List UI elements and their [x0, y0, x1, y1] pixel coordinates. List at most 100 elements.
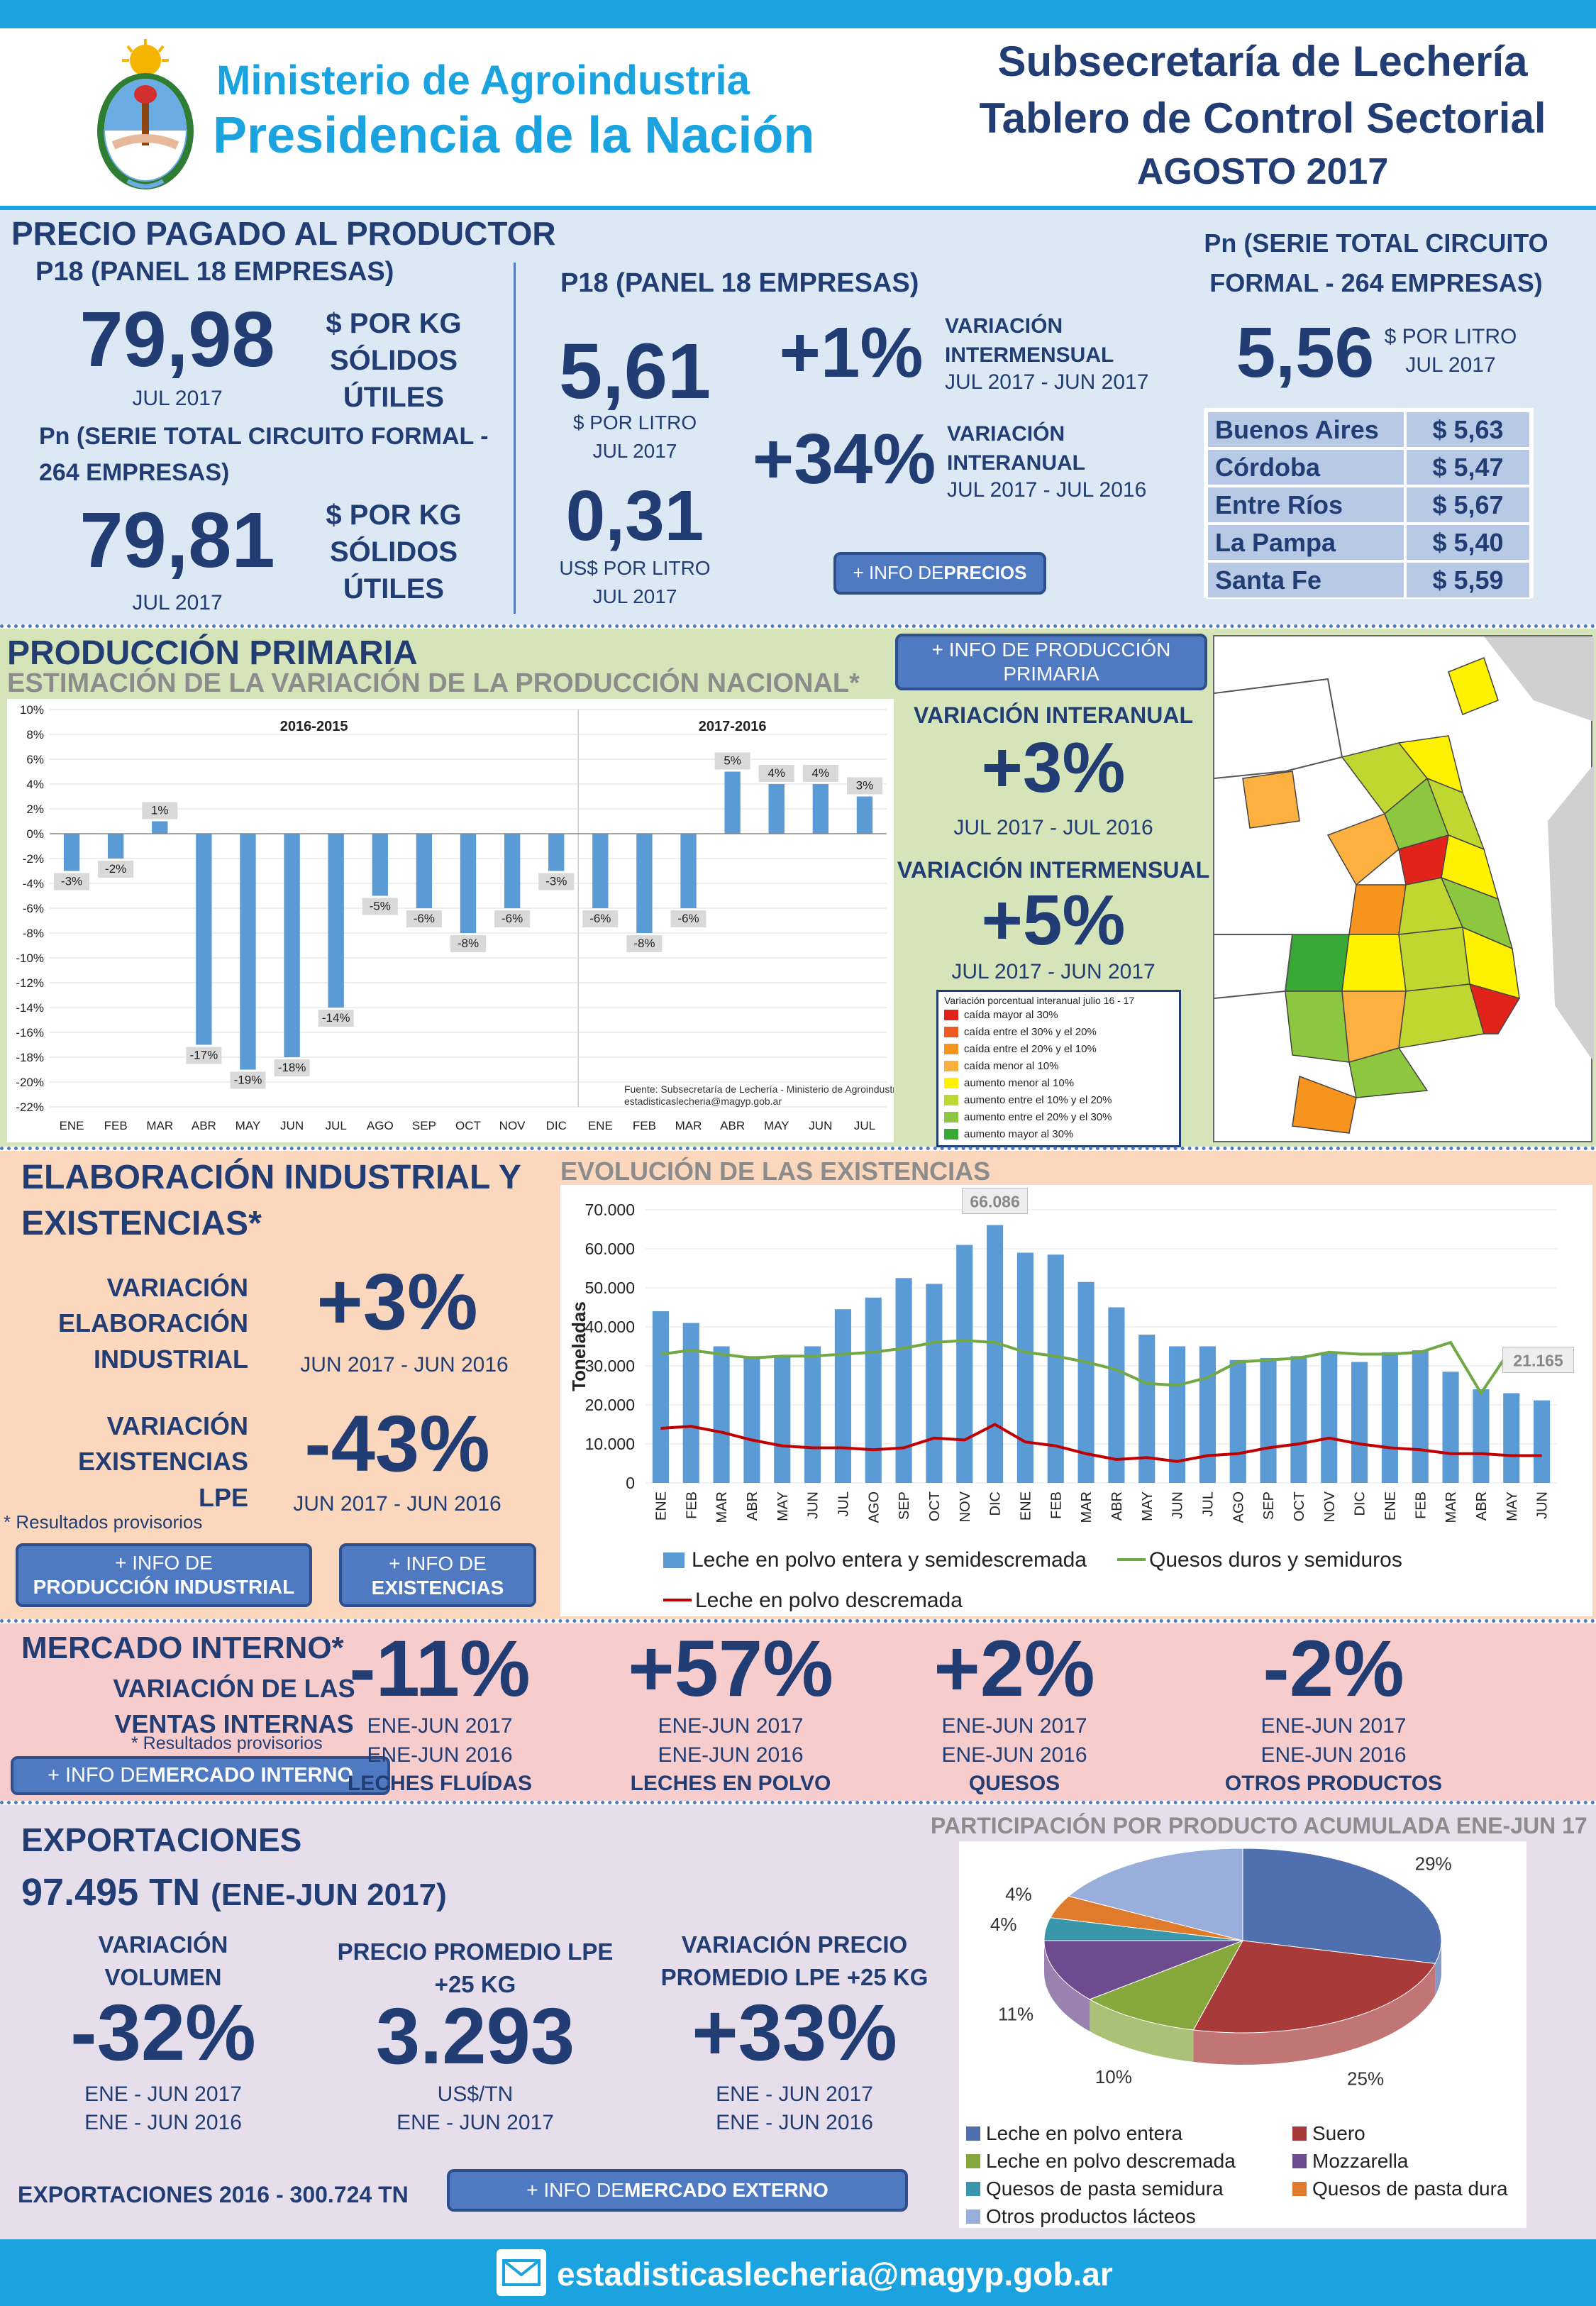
pie-title: PARTICIPACIÓN POR PRODUCTO ACUMULADA ENE…: [931, 1813, 1587, 1838]
legend-swatch: [1292, 2126, 1307, 2141]
bar: [107, 834, 124, 859]
province-price: $ 5,47: [1405, 448, 1531, 486]
intermensual-label: VARIACIÓN INTERMENSUAL: [897, 857, 1210, 883]
legend-label: aumento menor al 10%: [964, 1076, 1075, 1089]
info-mercado-externo-button[interactable]: + INFO DE MERCADO EXTERNO: [447, 2169, 908, 2212]
usd-value: 0,31: [565, 476, 704, 556]
legend-label: Quesos de pasta semidura: [986, 2178, 1224, 2200]
bar: [724, 771, 741, 834]
legend-swatch: [966, 2182, 980, 2196]
vol-period-2: ENE - JUN 2016: [84, 2111, 242, 2134]
x-tick-label: JUL: [836, 1491, 851, 1517]
y-tick-label: -4%: [23, 877, 44, 890]
bar: [1077, 1281, 1095, 1483]
province-price: $ 5,63: [1405, 411, 1531, 448]
legend-label: Leche en polvo descremada: [986, 2150, 1236, 2172]
series-line: [660, 1339, 1542, 1396]
bar: [926, 1284, 943, 1483]
y-tick-label: 6%: [26, 753, 44, 766]
x-tick-label: ENE: [1018, 1491, 1033, 1521]
mercado-item: +2% ENE-JUN 2017 ENE-JUN 2016 QUESOS: [887, 1625, 1142, 1799]
legend-swatch: [944, 1128, 958, 1140]
pie-data-label: 10%: [1095, 2066, 1132, 2087]
bar: [652, 1311, 669, 1483]
interanual-label: VARIACIÓN INTERANUAL: [913, 702, 1194, 728]
right-date: JUL 2017: [1405, 353, 1496, 377]
province-name: La Pampa: [1207, 524, 1405, 561]
legend-swatch: [944, 1026, 958, 1037]
group-label: 2016-2015: [280, 719, 348, 734]
mercado-period-1: ENE-JUN 2017: [658, 1714, 804, 1738]
data-label: -6%: [589, 912, 611, 925]
province-row: Buenos Aires $ 5,63: [1207, 411, 1531, 448]
mercado-product: LECHES EN POLVO: [630, 1772, 831, 1796]
mercado-item: -11% ENE-JUN 2017 ENE-JUN 2016 LECHES FLUÍD…: [312, 1625, 567, 1799]
legend-swatch: [1292, 2154, 1307, 2168]
bar: [372, 834, 388, 896]
pie-chart: 29% 25% 10% 11% 4% 4% 17% Leche en polvo entera…: [959, 1822, 1526, 2228]
info-produccion-primaria-button[interactable]: + INFO DE PRODUCCIÓN PRIMARIA: [895, 634, 1207, 690]
x-tick-label: JUN: [1170, 1491, 1186, 1519]
data-label-bg: [406, 910, 442, 927]
y-tick-label: -12%: [16, 976, 44, 990]
x-tick-label: ABR: [720, 1119, 745, 1132]
bar: [592, 834, 609, 908]
x-tick-label: ABR: [1474, 1491, 1490, 1521]
annotation-last: 21.165: [1513, 1352, 1563, 1370]
source-note: Fuente: Subsecretaría de Lechería - Mini…: [624, 1083, 894, 1095]
data-label-bg: [98, 861, 134, 878]
x-tick-label: MAR: [146, 1119, 173, 1132]
province-row: La Pampa $ 5,40: [1207, 524, 1531, 561]
x-tick-label: JUN: [809, 1119, 832, 1132]
legend-swatch: [663, 1552, 685, 1568]
info-produccion-industrial-button[interactable]: + INFO DE PRODUCCIÓN INDUSTRIAL: [16, 1543, 312, 1607]
bar: [682, 1323, 699, 1483]
bar: [1108, 1307, 1125, 1483]
info-precios-button[interactable]: + INFO DE PRECIOS: [833, 552, 1046, 595]
y-tick-label: -14%: [16, 1001, 44, 1015]
export-total: 97.495 TN (ENE-JUN 2017): [21, 1870, 447, 1914]
footer-email[interactable]: estadisticaslecheria@magyp.gob.ar: [557, 2256, 1113, 2293]
x-tick-label: NOV: [1322, 1491, 1338, 1522]
pie-data-label: 11%: [998, 2003, 1033, 2024]
btn-prefix: + INFO DE: [526, 2179, 624, 2202]
province-price-table: Buenos Aires $ 5,63 Córdoba $ 5,47 Entre Río…: [1204, 408, 1534, 599]
bar: [196, 834, 212, 1045]
produccion-subtitle: ESTIMACIÓN DE LA VARIACIÓN DE LA PRODUCC…: [7, 668, 860, 698]
province-name: Córdoba: [1207, 448, 1405, 486]
data-label: 5%: [724, 754, 741, 768]
info-existencias-button[interactable]: + INFO DE EXISTENCIAS: [339, 1543, 536, 1607]
province-row: Córdoba $ 5,47: [1207, 448, 1531, 486]
data-label: -3%: [545, 875, 567, 888]
bar: [680, 834, 697, 908]
legend-label: Quesos de pasta dura: [1312, 2178, 1508, 2200]
x-tick-label: SEP: [897, 1491, 912, 1520]
existencias-chart: 70.000 60.000 50.000 40.000 30.000 20.000 10.0…: [560, 1185, 1592, 1616]
info-mercado-interno-button[interactable]: + INFO DE MERCADO INTERNO: [11, 1756, 390, 1795]
bar: [284, 834, 300, 1057]
x-tick-label: ABR: [745, 1491, 760, 1521]
x-tick-label: DIC: [1353, 1491, 1368, 1516]
data-label-bg: [802, 765, 838, 782]
pie-slice: [1089, 1940, 1244, 2031]
mid-p18-label: P18 (PANEL 18 EMPRESAS): [560, 268, 919, 298]
elab-period: JUN 2017 - JUN 2016: [300, 1353, 509, 1377]
x-tick-label: JUN: [280, 1119, 304, 1132]
x-tick-label: OCT: [927, 1491, 943, 1521]
y-tick-label: -6%: [23, 902, 44, 915]
province-row: Santa Fe $ 5,59: [1207, 561, 1531, 599]
bar: [743, 1356, 760, 1483]
province-row: Entre Ríos $ 5,67: [1207, 486, 1531, 524]
data-label: -8%: [633, 937, 655, 950]
pie-slice-side: [1044, 1941, 1090, 2031]
page-title-2: Tablero de Control Sectorial: [979, 94, 1546, 142]
x-tick-label: MAY: [764, 1119, 789, 1132]
bar: [1473, 1389, 1490, 1483]
produccion-title: PRODUCCIÓN PRIMARIA: [7, 634, 418, 672]
existencias-chart-title: EVOLUCIÓN DE LAS EXISTENCIAS: [560, 1157, 991, 1186]
right-pn-label: Pn (SERIE TOTAL CIRCUITO FORMAL - 264 EM…: [1204, 228, 1548, 297]
bar: [768, 784, 785, 834]
x-tick-label: MAR: [1079, 1491, 1095, 1523]
right-unit: $ POR LITRO: [1384, 325, 1517, 348]
mercado-note: * Resultados provisorios: [131, 1733, 323, 1753]
